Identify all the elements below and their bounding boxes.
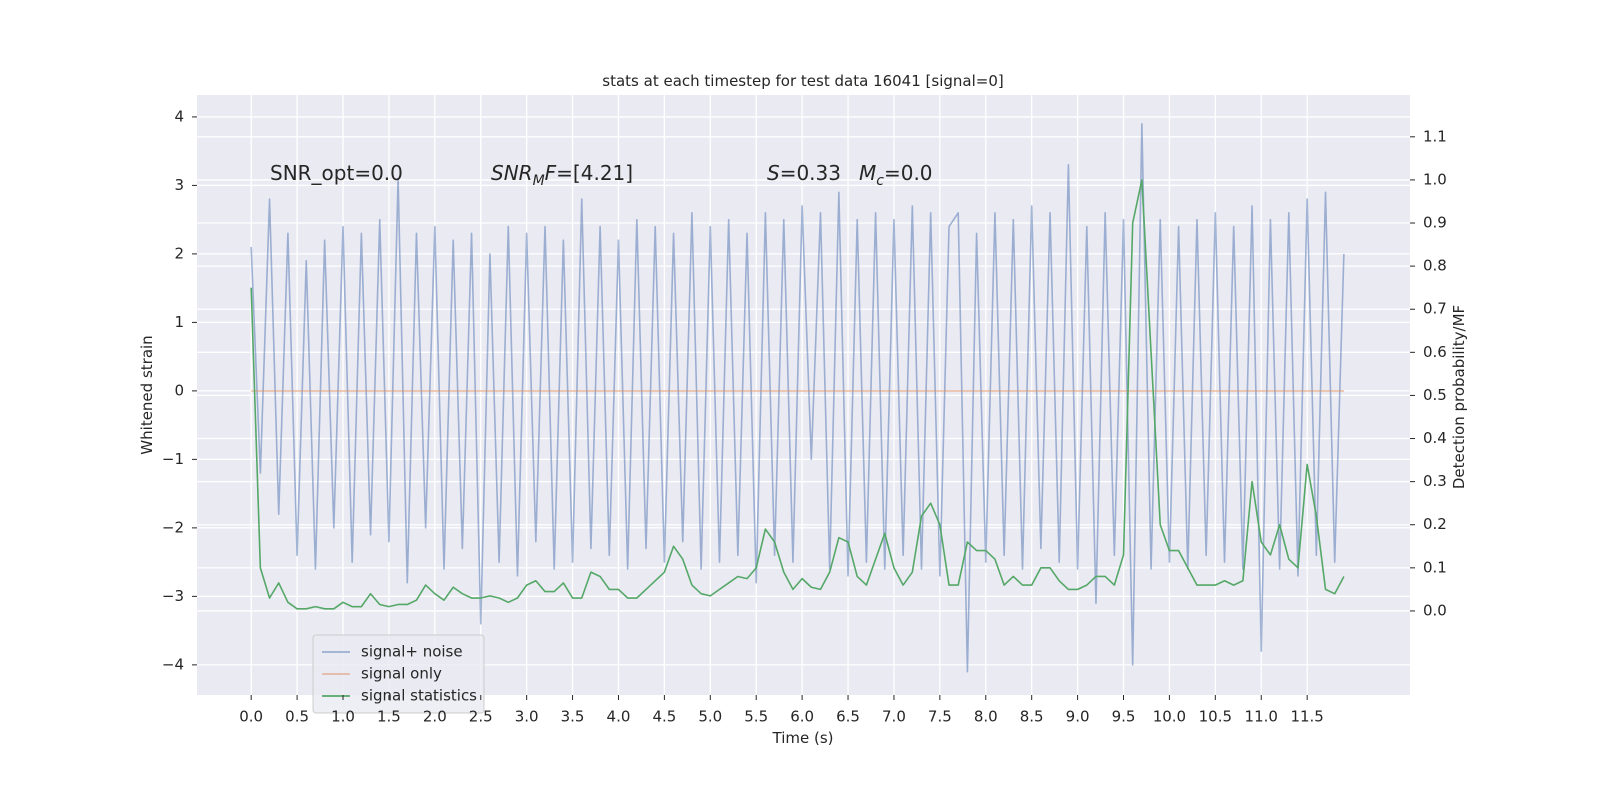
legend-box [312,634,485,714]
legend: signal+ noise signal only signal statistic… [312,634,485,714]
annotation-subscript: M [533,173,545,189]
annotation-text: =0.33 [780,161,841,185]
x-tick-label: 6.5 [836,708,860,726]
x-tick-label: 4.5 [652,708,676,726]
annotation-text: =[4.21] [556,161,633,185]
x-tick-label: 9.0 [1066,708,1090,726]
legend-label: signal statistics [361,687,477,705]
y-tick-label: 4 [174,107,184,125]
y2-tick-label: 1.0 [1423,170,1447,188]
annotation-text: SNR_opt=0.0 [270,161,403,185]
x-tick-label: 10.0 [1153,708,1186,726]
y-tick-label: −1 [162,450,184,468]
x-axis-label: Time (s) [772,729,834,747]
x-tick-label: 3.5 [561,708,585,726]
x-tick-label: 7.0 [882,708,906,726]
x-tick-label: 5.0 [698,708,722,726]
x-tick-label: 1.0 [331,708,355,726]
x-tick-label: 0.5 [285,708,309,726]
y-tick-label: −3 [162,587,184,605]
x-tick-label: 8.0 [974,708,998,726]
annotation-subscript: c [876,173,884,189]
y2-tick-label: 0.5 [1423,386,1447,404]
x-tick-label: 1.5 [377,708,401,726]
y2-tick-label: 1.1 [1423,127,1447,145]
chart-title: stats at each timestep for test data 160… [602,72,1003,90]
x-tick-label: 0.0 [239,708,263,726]
x-tick-label: 5.5 [744,708,768,726]
x-tick-label: 10.5 [1199,708,1232,726]
y2-tick-label: 0.4 [1423,429,1447,447]
y2-axis-label: Detection probability/MF [1450,305,1468,489]
annotation: SNR_opt=0.0 [270,161,403,185]
annotation-text: M [859,161,876,185]
y2-tick-label: 0.1 [1423,558,1447,576]
y2-tick-label: 0.8 [1423,257,1447,275]
y-tick-label: 1 [174,313,184,331]
x-tick-label: 4.0 [607,708,631,726]
x-tick-label: 2.5 [469,708,493,726]
y-tick-label: −4 [162,655,184,673]
x-tick-label: 3.0 [515,708,539,726]
y-tick-label: 2 [174,244,184,262]
series-layer [250,122,1345,673]
x-tick-label: 2.0 [423,708,447,726]
y2-tick-label: 0.0 [1423,601,1447,619]
annotation: S=0.33 Mc=0.0 [767,161,933,189]
x-tick-label: 11.0 [1245,708,1278,726]
legend-label: signal only [361,665,442,683]
x-tick-label: 8.5 [1020,708,1044,726]
annotation: SNRMF=[4.21] [491,161,633,189]
annotation-text: =0.0 [884,161,933,185]
x-tick-label: 6.0 [790,708,814,726]
y-tick-label: −2 [162,518,184,536]
annotation-text: F [545,161,557,185]
y2-tick-label: 0.7 [1423,300,1447,318]
y2-tick-label: 0.9 [1423,214,1447,232]
annotation-text: SNR [491,161,533,185]
series-line [250,122,1345,673]
series-line [250,179,1345,610]
x-tick-label: 11.5 [1290,708,1323,726]
y2-tick-label: 0.2 [1423,515,1447,533]
y2-tick-label: 0.3 [1423,472,1447,490]
y-tick-label: 3 [174,176,184,194]
y2-tick-label: 0.6 [1423,343,1447,361]
x-tick-label: 9.5 [1112,708,1136,726]
y-axis-label: Whitened strain [138,335,156,454]
x-tick-label: 7.5 [928,708,952,726]
annotation-text: S [767,161,780,185]
y-tick-label: 0 [174,381,184,399]
legend-label: signal+ noise [361,643,463,661]
